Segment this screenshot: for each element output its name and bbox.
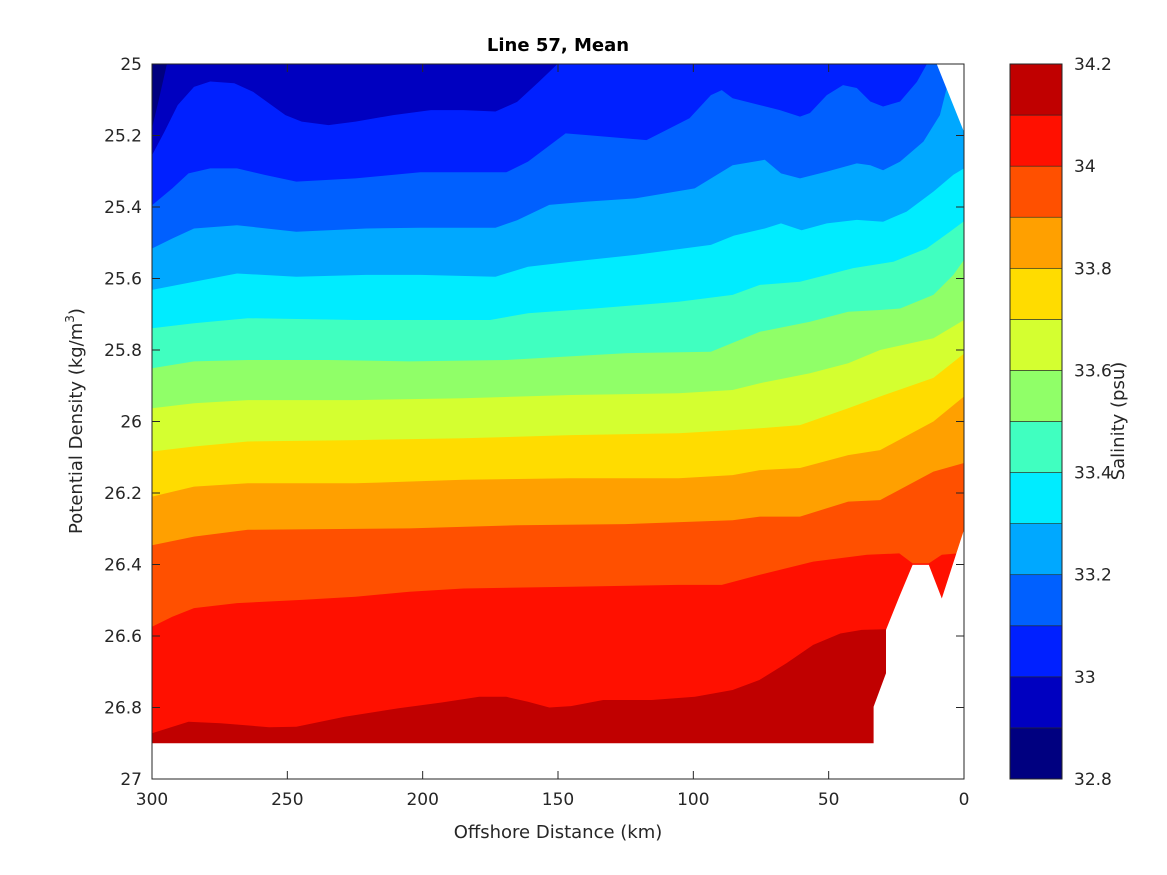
colorbar-tick-label: 34.2 xyxy=(1074,55,1112,75)
x-tick-label: 0 xyxy=(959,790,970,810)
axes: 300 250 200 150 100 50 0 25 25.2 25.4 25.6 25.8 26 26… xyxy=(104,55,969,810)
colorbar-swatch-34 xyxy=(1009,114,1063,167)
contour-plot-area xyxy=(152,64,964,780)
y-tick-label: 25.4 xyxy=(104,198,142,218)
y-tick-label: 25.8 xyxy=(104,341,142,361)
colorbar-swatch-33.5 xyxy=(1009,370,1063,422)
colorbar-swatch-33.9 xyxy=(1009,165,1063,218)
y-tick-label: 26 xyxy=(120,413,142,433)
colorbar-tick-label: 34 xyxy=(1074,157,1096,177)
colorbar-swatch-33.4 xyxy=(1009,421,1063,473)
x-tick-label: 250 xyxy=(271,790,303,810)
y-tick-label: 25.6 xyxy=(104,270,142,290)
colorbar-tick-label: 33 xyxy=(1074,668,1096,688)
colorbar-swatch-33.1 xyxy=(1009,574,1063,627)
colorbar: 32.8 33 33.2 33.4 33.6 33.8 34 34.2 xyxy=(1009,55,1112,790)
y-axis-label-superscript: 3 xyxy=(63,315,77,323)
y-tick-label: 25 xyxy=(120,55,142,75)
colorbar-swatch-33.2 xyxy=(1009,523,1063,576)
y-tick-label: 26.4 xyxy=(104,556,142,576)
colorbar-swatch-34.1 xyxy=(1009,63,1063,116)
x-tick-label: 150 xyxy=(542,790,574,810)
colorbar-swatch-33.8 xyxy=(1009,216,1063,269)
x-axis-label: Offshore Distance (km) xyxy=(454,822,663,843)
y-axis-label-end: ) xyxy=(66,308,87,315)
chart-title: Line 57, Mean xyxy=(487,35,629,56)
colorbar-tick-label: 33.4 xyxy=(1074,464,1112,484)
colorbar-tick-label: 32.8 xyxy=(1074,770,1112,790)
y-tick-label: 26.6 xyxy=(104,627,142,647)
colorbar-swatch-33 xyxy=(1009,625,1063,678)
contour-band-34.1 xyxy=(152,628,964,779)
colorbar-swatch-32.8 xyxy=(1009,727,1063,780)
colorbar-swatch-32.9 xyxy=(1009,676,1063,729)
y-axis-label-main: Potential Density (kg/m xyxy=(66,323,87,534)
colorbar-frame xyxy=(1009,63,1063,780)
x-tick-label: 100 xyxy=(677,790,709,810)
y-tick-label: 27 xyxy=(120,770,142,790)
colorbar-swatch-33.7 xyxy=(1009,267,1063,320)
y-tick-label: 26.8 xyxy=(104,699,142,719)
bottom-nodata-mask xyxy=(152,529,964,779)
colorbar-tick-label: 33.8 xyxy=(1074,259,1112,279)
x-tick-label: 200 xyxy=(406,790,438,810)
colorbar-tick-label: 33.2 xyxy=(1074,566,1112,586)
colorbar-label: Salinity (psu) xyxy=(1108,362,1129,481)
y-axis-label: Potential Density (kg/m3) xyxy=(63,308,87,534)
x-tick-label: 300 xyxy=(136,790,168,810)
colorbar-swatch-33.3 xyxy=(1009,472,1063,524)
top-right-nodata-mask xyxy=(936,64,964,132)
x-tick-label: 50 xyxy=(818,790,840,810)
y-tick-label: 25.2 xyxy=(104,127,142,147)
y-tick-label: 26.2 xyxy=(104,484,142,504)
colorbar-swatch-33.6 xyxy=(1009,319,1063,371)
colorbar-tick-label: 33.6 xyxy=(1074,361,1112,381)
